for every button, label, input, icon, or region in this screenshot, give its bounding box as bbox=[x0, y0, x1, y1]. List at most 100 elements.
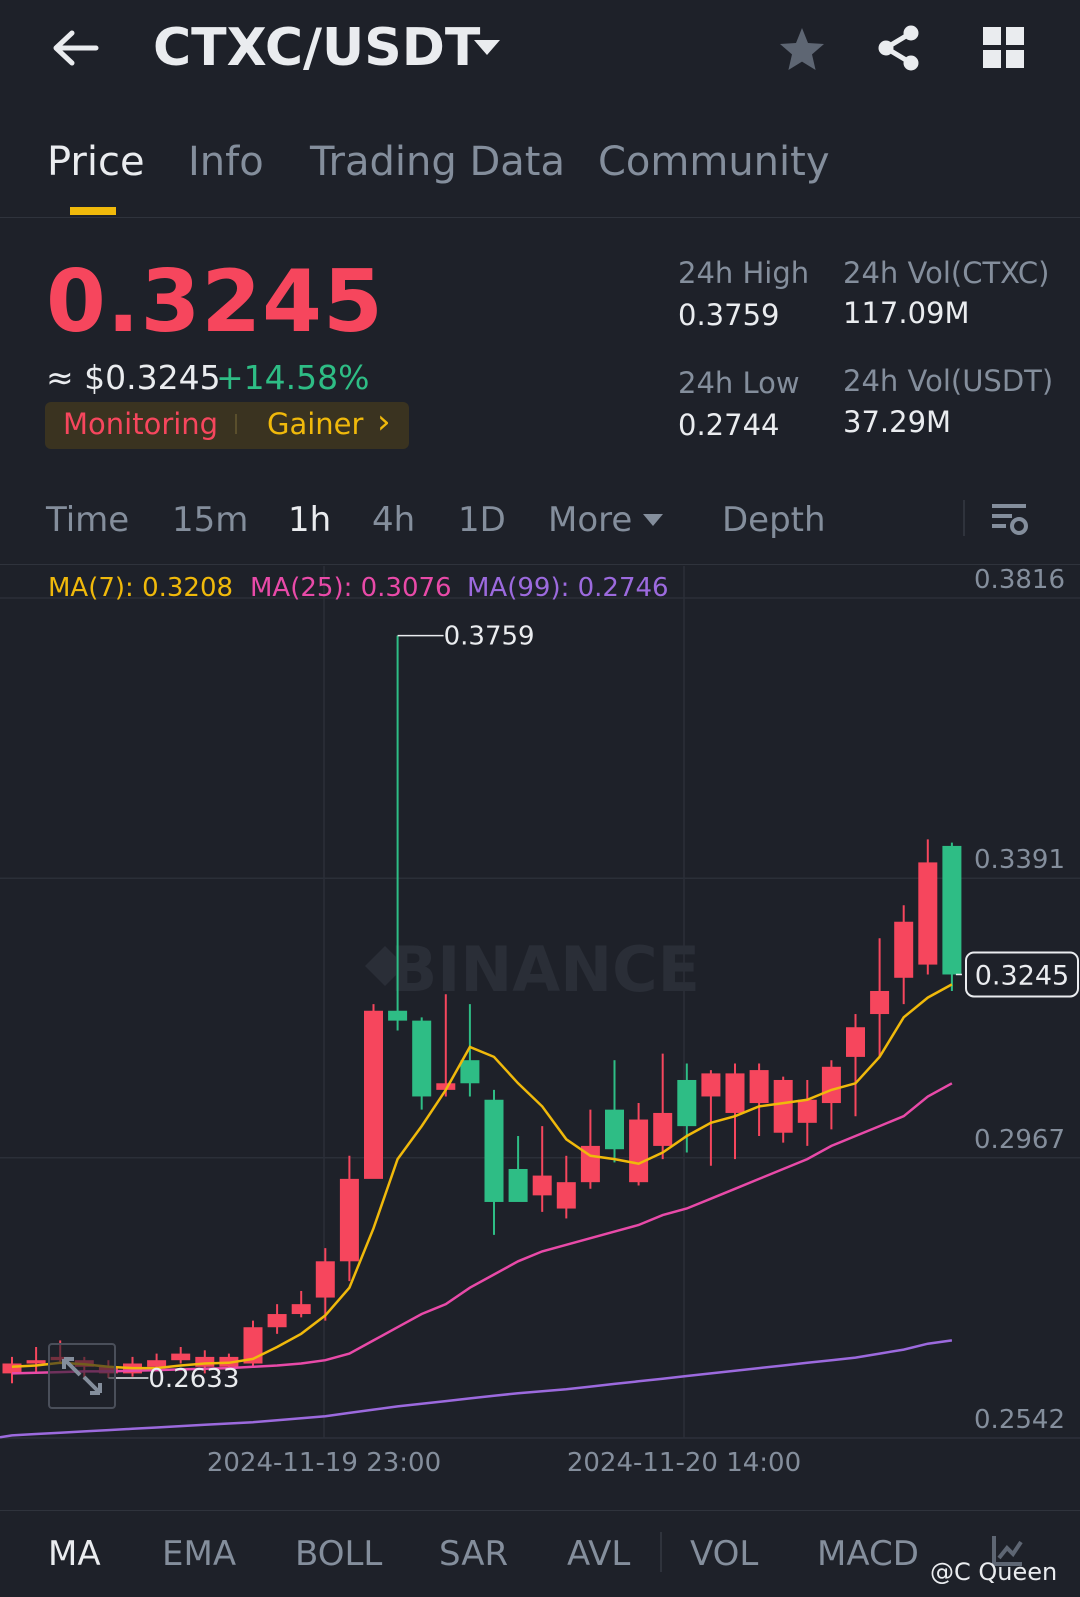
indicator-macd[interactable]: MACD bbox=[817, 1534, 919, 1574]
candle-body bbox=[147, 1360, 167, 1367]
candle-body bbox=[2, 1363, 22, 1374]
y-tick-label: 0.2967 bbox=[974, 1125, 1065, 1155]
indicator-boll[interactable]: BOLL bbox=[295, 1534, 383, 1574]
timeframe-15m[interactable]: 15m bbox=[172, 500, 249, 540]
stat-vol-quote-value: 37.29M bbox=[843, 405, 952, 439]
chart-settings-icon[interactable] bbox=[990, 500, 1028, 538]
chart-watermark: BINANCE bbox=[390, 933, 700, 1006]
ma25-line bbox=[11, 1082, 953, 1375]
indicator-ma[interactable]: MA bbox=[48, 1534, 101, 1574]
stat-vol-base-value: 117.09M bbox=[843, 296, 970, 330]
tag-bar[interactable]: Monitoring Gainer › bbox=[45, 402, 409, 449]
last-price: 0.3245 bbox=[46, 252, 384, 352]
stat-high-value: 0.3759 bbox=[678, 298, 780, 332]
timeframe-1h[interactable]: 1h bbox=[288, 500, 332, 540]
tab-price[interactable]: Price bbox=[47, 139, 145, 185]
candle-body bbox=[26, 1360, 46, 1364]
indicator-settings-icon[interactable] bbox=[990, 1532, 1026, 1568]
candle-body bbox=[460, 1060, 480, 1084]
timeframe-4h[interactable]: 4h bbox=[372, 500, 416, 540]
indicator-bar: MA EMA BOLL SAR AVL VOL MACD @C Queen bbox=[0, 1510, 1080, 1597]
candle-body bbox=[412, 1020, 432, 1097]
y-tick-label: 0.3816 bbox=[974, 566, 1065, 595]
active-tab-indicator bbox=[70, 207, 116, 215]
candle-body bbox=[580, 1145, 600, 1183]
tag-monitoring[interactable]: Monitoring bbox=[63, 407, 219, 441]
candle-body bbox=[388, 1010, 408, 1021]
timeframe-more[interactable]: More bbox=[548, 500, 633, 540]
candle-body bbox=[484, 1099, 504, 1202]
depth-tab[interactable]: Depth bbox=[722, 500, 826, 540]
legend-ma99: MA(99): 0.2746 bbox=[467, 573, 669, 603]
tag-gainer[interactable]: Gainer bbox=[267, 407, 364, 441]
candle-body bbox=[629, 1119, 649, 1183]
indicator-divider bbox=[660, 1532, 662, 1572]
candle-body bbox=[171, 1353, 191, 1361]
indicator-ema[interactable]: EMA bbox=[162, 1534, 237, 1574]
candle-body bbox=[315, 1261, 335, 1298]
share-icon[interactable] bbox=[875, 24, 923, 72]
current-price-label: 0.3245 bbox=[975, 960, 1069, 991]
tag-divider bbox=[235, 414, 237, 434]
tab-community[interactable]: Community bbox=[598, 139, 830, 185]
candle-body bbox=[653, 1112, 673, 1146]
candle-body bbox=[267, 1314, 287, 1328]
timeframe-1d[interactable]: 1D bbox=[458, 500, 506, 540]
timeframe-time[interactable]: Time bbox=[46, 500, 130, 540]
candle-body bbox=[243, 1327, 263, 1364]
x-tick-label: 2024-11-19 23:00 bbox=[207, 1448, 441, 1478]
candle-body bbox=[870, 990, 890, 1015]
price-change-percent: +14.58% bbox=[216, 358, 370, 397]
candle-body bbox=[725, 1073, 745, 1113]
ma7-line bbox=[11, 983, 953, 1370]
candle-body bbox=[532, 1175, 552, 1196]
x-tick-label: 2024-11-20 14:00 bbox=[567, 1448, 801, 1478]
chart-svg[interactable]: 0.3816 0.3391 0.2967 0.2542 2024-11-19 23:00… bbox=[0, 565, 1080, 1496]
current-price-box bbox=[965, 951, 1079, 998]
candle-body bbox=[364, 1010, 383, 1179]
candle-body bbox=[821, 1066, 841, 1104]
caret-down-icon[interactable] bbox=[472, 38, 502, 58]
high-marker-label: 0.3759 bbox=[444, 622, 535, 652]
stat-low-label: 24h Low bbox=[678, 366, 800, 400]
tab-info[interactable]: Info bbox=[188, 139, 264, 185]
more-caret-icon[interactable] bbox=[642, 513, 664, 527]
pair-title[interactable]: CTXC/USDT bbox=[153, 18, 481, 78]
usd-price: ≈ $0.3245 bbox=[46, 358, 221, 397]
candle-body bbox=[556, 1182, 576, 1209]
candle-body bbox=[942, 845, 962, 975]
legend-ma25: MA(25): 0.3076 bbox=[250, 573, 452, 603]
fullscreen-button[interactable] bbox=[48, 1343, 116, 1409]
candle-body bbox=[894, 921, 914, 978]
stat-vol-base-label: 24h Vol(CTXC) bbox=[843, 256, 1050, 290]
candle-body bbox=[701, 1073, 721, 1097]
back-arrow-icon[interactable] bbox=[50, 28, 100, 68]
indicator-vol[interactable]: VOL bbox=[690, 1534, 759, 1574]
page-tabs: Price Info Trading Data Community bbox=[0, 115, 1080, 218]
low-marker-label: 0.2633 bbox=[148, 1364, 239, 1394]
candle-body bbox=[677, 1079, 697, 1127]
stat-vol-quote-label: 24h Vol(USDT) bbox=[843, 364, 1054, 398]
grid-icon[interactable] bbox=[983, 27, 1025, 69]
candle-body bbox=[605, 1109, 624, 1150]
indicator-bar-border bbox=[0, 1510, 1080, 1511]
candle-body bbox=[773, 1079, 793, 1133]
stat-low-value: 0.2744 bbox=[678, 408, 780, 442]
candle-body bbox=[846, 1027, 865, 1057]
candle-body bbox=[749, 1070, 769, 1104]
star-icon[interactable] bbox=[778, 26, 826, 72]
candle-body bbox=[508, 1168, 528, 1202]
top-bar: CTXC/USDT bbox=[0, 0, 1080, 100]
candlestick-chart[interactable]: 0.3816 0.3391 0.2967 0.2542 2024-11-19 23:00… bbox=[0, 565, 1080, 1496]
candle-body bbox=[436, 1083, 456, 1090]
toolbar-divider bbox=[963, 500, 965, 536]
indicator-sar[interactable]: SAR bbox=[439, 1534, 509, 1574]
expand-icon bbox=[62, 1357, 102, 1395]
watermark-logo bbox=[365, 946, 405, 986]
toolbar-bottom-border bbox=[0, 564, 1080, 565]
stat-high-label: 24h High bbox=[678, 256, 810, 290]
tab-trading-data[interactable]: Trading Data bbox=[310, 139, 565, 185]
chevron-right-icon[interactable]: › bbox=[377, 402, 391, 442]
indicator-avl[interactable]: AVL bbox=[567, 1534, 631, 1574]
y-tick-label: 0.2542 bbox=[974, 1405, 1065, 1435]
